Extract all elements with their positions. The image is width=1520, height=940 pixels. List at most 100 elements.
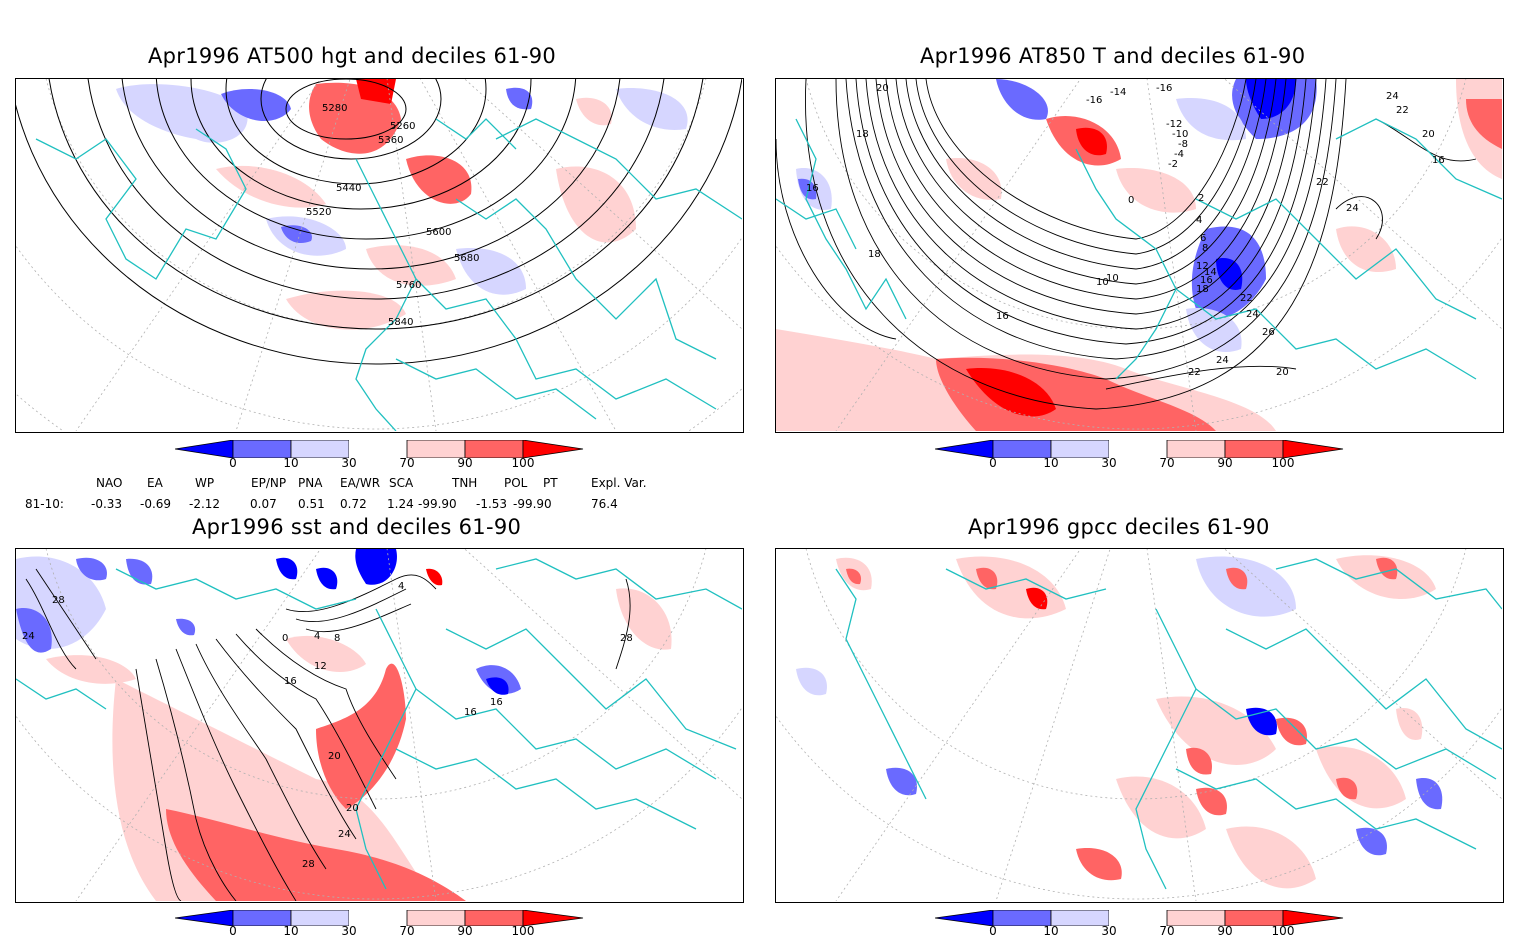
contour-label: 20 <box>346 803 359 814</box>
latlon-grid <box>16 549 742 901</box>
contour-label: 16 <box>464 707 477 718</box>
contour-label: 8 <box>1202 243 1208 254</box>
index-value: -1.53 <box>476 497 508 511</box>
contour-label: 22 <box>1316 177 1329 188</box>
index-header: PNA <box>298 476 323 490</box>
contour-labels: 5280 5260 5360 5440 5520 5600 5680 5760 … <box>306 103 479 328</box>
title-gpcc: Apr1996 gpcc deciles 61-90 <box>968 515 1270 539</box>
index-value: -0.33 <box>91 497 123 511</box>
contour-label: -4 <box>1174 149 1184 160</box>
contour-label: 2 <box>1198 193 1204 204</box>
contour-label: 5760 <box>396 280 421 291</box>
colorbar-label: 10 <box>1043 924 1059 938</box>
contour-label: 16 <box>1200 275 1213 286</box>
contour-label: 5680 <box>454 253 479 264</box>
index-header: POL <box>504 476 528 490</box>
contour-label: 5260 <box>390 121 415 132</box>
map-sst: 28 24 0 4 8 12 16 20 20 24 28 16 16 28 4 <box>15 548 744 903</box>
colorbar-label: 0 <box>229 456 237 470</box>
coastlines <box>35 118 742 431</box>
contour-label: 20 <box>876 83 889 94</box>
colorbar-label: 100 <box>1271 456 1295 470</box>
contour-label: 5280 <box>322 103 347 114</box>
contour-label: 12 <box>314 661 327 672</box>
decile-shading <box>116 79 688 330</box>
decile-shading <box>776 79 1502 431</box>
colorbar-label: 70 <box>399 456 415 470</box>
contour-label: -2 <box>1168 159 1178 170</box>
colorbar-label: 0 <box>989 456 997 470</box>
contour-labels: 20 18 16 -14 -16 -16 -12 -10 -8 -4 -2 0 … <box>806 83 1445 378</box>
contour-label: 0 <box>282 633 288 644</box>
colorbar-swatches <box>174 439 584 459</box>
contour-label: 16 <box>996 311 1009 322</box>
colorbar-label: 90 <box>457 924 473 938</box>
contour-label: 24 <box>338 829 351 840</box>
colorbar-label: 90 <box>457 456 473 470</box>
colorbar-label: 100 <box>511 924 535 938</box>
contour-label: 5440 <box>336 183 361 194</box>
contour-label: 16 <box>490 697 503 708</box>
index-header: EA/WR <box>340 476 381 490</box>
contour-label: 28 <box>620 633 633 644</box>
index-value: -99.90 <box>513 497 552 511</box>
contour-label: 18 <box>868 249 881 260</box>
contour-label: 4 <box>398 581 404 592</box>
contour-label: 18 <box>1196 284 1209 295</box>
contour-label: 24 <box>1216 355 1229 366</box>
index-value: 1.24 <box>387 497 414 511</box>
index-header: SCA <box>389 476 414 490</box>
title-sst: Apr1996 sst and deciles 61-90 <box>192 515 522 539</box>
index-header: EA <box>147 476 163 490</box>
decile-shading <box>16 549 672 901</box>
index-value: 0.07 <box>250 497 277 511</box>
contour-label: 14 <box>1204 267 1217 278</box>
index-header: Expl. Var. <box>591 476 647 490</box>
contour-label: 8 <box>334 633 340 644</box>
contour-label: -10 <box>1172 129 1188 140</box>
colorbar-label: 70 <box>399 924 415 938</box>
contour-label: 24 <box>1246 309 1259 320</box>
contour-label: 22 <box>1240 293 1253 304</box>
colorbar-label: 30 <box>1101 924 1117 938</box>
colorbar-label: 90 <box>1217 924 1233 938</box>
colorbar-label: 70 <box>1159 924 1175 938</box>
colorbar-label: 100 <box>1271 924 1295 938</box>
colorbar-label: 0 <box>989 924 997 938</box>
contour-labels: 28 24 0 4 8 12 16 20 20 24 28 16 16 28 4 <box>22 581 633 870</box>
contour-label: -12 <box>1166 119 1182 130</box>
index-header: TNH <box>452 476 478 490</box>
contour-label: 28 <box>52 595 65 606</box>
contour-label: 20 <box>1422 129 1435 140</box>
contour-label: 26 <box>1262 327 1275 338</box>
contour-label: 16 <box>1432 155 1445 166</box>
colorbar-label: 100 <box>511 456 535 470</box>
contour-label: 20 <box>1276 367 1289 378</box>
contour-label: -14 <box>1110 87 1126 98</box>
index-row-label: 81-10: <box>25 497 64 511</box>
index-value: -99.90 <box>418 497 457 511</box>
map-at500: 5280 5260 5360 5440 5520 5600 5680 5760 … <box>15 78 744 433</box>
colorbar-at500: 0 10 30 70 90 100 <box>174 439 585 474</box>
latlon-grid <box>776 549 1502 901</box>
contour-label: 0 <box>1128 195 1134 206</box>
contour-label: 6 <box>1200 233 1206 244</box>
contour-label: 16 <box>806 183 819 194</box>
index-header: NAO <box>96 476 123 490</box>
contour-label: 4 <box>314 631 320 642</box>
contour-label: -16 <box>1156 83 1172 94</box>
temperature-contours <box>776 79 1477 410</box>
index-value: 0.72 <box>340 497 367 511</box>
colorbar-label: 90 <box>1217 456 1233 470</box>
contour-label: 5840 <box>388 317 413 328</box>
contour-label: 12 <box>1196 261 1209 272</box>
contour-label: 10 <box>1096 277 1109 288</box>
index-value: 0.51 <box>298 497 325 511</box>
contour-label: 22 <box>1396 105 1409 116</box>
contour-label: 22 <box>1188 367 1201 378</box>
map-at850: 20 18 16 -14 -16 -16 -12 -10 -8 -4 -2 0 … <box>775 78 1504 433</box>
colorbar-swatches <box>934 909 1344 927</box>
colorbar-swatches <box>174 909 584 927</box>
index-value: -2.12 <box>189 497 221 511</box>
colorbar-sst: 0 10 30 70 90 100 <box>174 909 585 940</box>
